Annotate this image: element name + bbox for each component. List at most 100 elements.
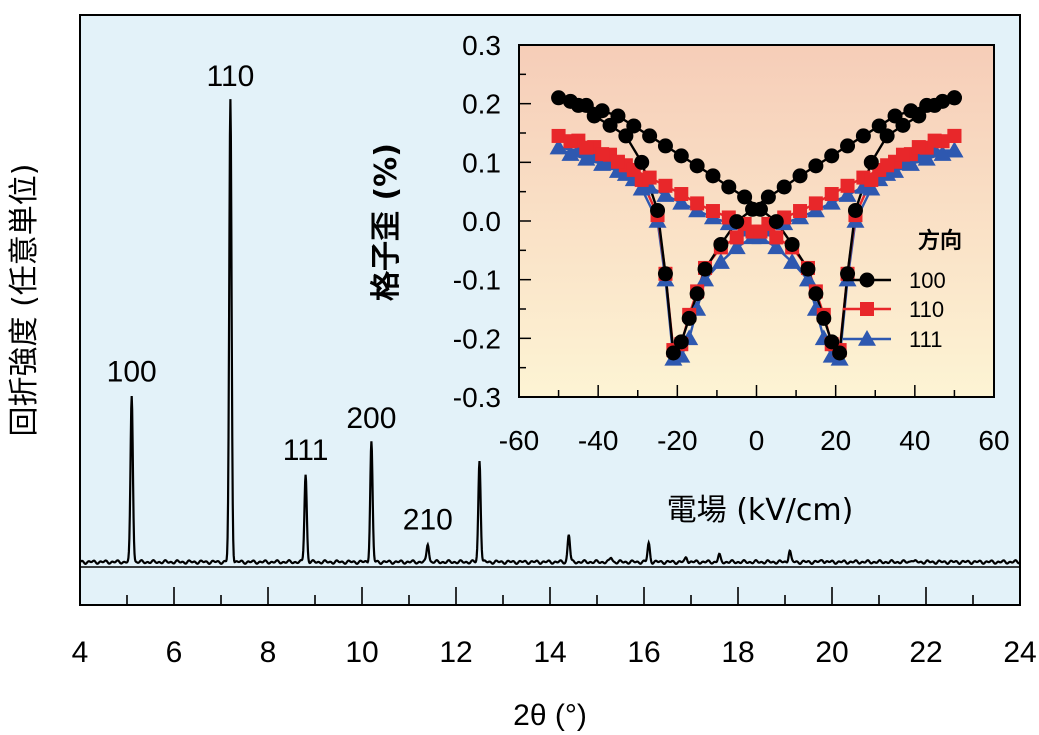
data-point-110 <box>658 178 673 193</box>
data-point-110 <box>808 196 823 211</box>
data-point-100 <box>792 168 808 184</box>
data-point-110 <box>674 187 689 202</box>
legend-marker <box>860 302 874 316</box>
inset-markers <box>549 90 964 366</box>
inset-y-tick-label: 0.2 <box>462 89 501 120</box>
data-point-100 <box>697 261 713 277</box>
inset-y-tick-label: 0.3 <box>462 30 501 61</box>
data-point-110 <box>690 196 705 211</box>
data-point-100 <box>863 154 879 170</box>
data-point-100 <box>729 214 745 230</box>
legend-label: 110 <box>909 297 944 322</box>
inset-y-tick-label: 0.1 <box>462 147 501 178</box>
data-point-110 <box>880 158 895 173</box>
data-point-100 <box>946 90 962 106</box>
data-point-110 <box>705 204 720 219</box>
x-tick-label: 10 <box>345 636 378 669</box>
data-point-100 <box>840 138 856 154</box>
data-point-110 <box>551 128 566 143</box>
data-point-110 <box>642 170 657 185</box>
legend-label: 111 <box>909 327 942 352</box>
inset-y-tick-label: -0.3 <box>453 382 501 413</box>
inset-ticks: -60 -40 -20 0 20 40 60 0.3 0.2 0.1 0.0 -0.1 -0.2 -0.3 <box>453 30 1010 456</box>
data-point-110 <box>610 154 625 169</box>
data-point-100 <box>578 97 594 113</box>
data-point-100 <box>832 345 848 361</box>
data-point-100 <box>824 334 840 350</box>
x-tick-label: 22 <box>909 636 942 669</box>
data-point-100 <box>840 266 856 282</box>
x-tick-label: 6 <box>166 636 183 669</box>
data-point-111 <box>862 179 881 196</box>
inset-x-tick-label: -40 <box>578 425 618 456</box>
data-point-100 <box>879 128 895 144</box>
inset-x-axis-label: 電場 (kV/cm) <box>667 493 854 528</box>
data-point-100 <box>689 158 705 174</box>
data-point-100 <box>847 202 863 218</box>
data-point-100 <box>855 128 871 144</box>
data-point-110 <box>864 172 879 187</box>
data-point-100 <box>562 93 578 109</box>
x-tick-label: 14 <box>533 636 566 669</box>
data-point-110 <box>824 187 839 202</box>
data-point-111 <box>822 193 841 210</box>
data-point-100 <box>673 148 689 164</box>
data-point-111 <box>561 145 580 161</box>
inset-x-tick-label: 20 <box>820 425 851 456</box>
data-point-100 <box>768 214 784 230</box>
data-point-100 <box>673 334 689 350</box>
data-point-110 <box>840 178 855 193</box>
data-point-111 <box>696 270 715 287</box>
data-point-111 <box>727 238 746 255</box>
main-x-ticks: 4 6 8 10 12 14 16 18 20 22 24 <box>72 587 1037 669</box>
main-y-axis-label: 回折強度 (任意単位) <box>7 164 42 437</box>
inset-x-tick-label: -60 <box>499 425 539 456</box>
legend-label: 100 <box>909 268 946 293</box>
x-tick-label: 20 <box>815 636 848 669</box>
inset-y-tick-label: -0.1 <box>453 265 501 296</box>
diffraction-trace <box>80 99 1020 565</box>
data-point-100 <box>760 189 776 205</box>
data-point-110 <box>769 230 784 245</box>
data-point-100 <box>776 179 792 195</box>
inset-y-tick-label: -0.2 <box>453 323 501 354</box>
peak-label: 111 <box>283 434 329 467</box>
inset-x-tick-label: 40 <box>899 425 930 456</box>
data-point-100 <box>657 266 673 282</box>
peak-label: 210 <box>403 504 453 537</box>
legend-title: 方向 <box>918 228 962 254</box>
data-point-100 <box>681 310 697 326</box>
data-point-100 <box>824 148 840 164</box>
data-point-100 <box>927 97 943 113</box>
data-point-100 <box>610 108 626 124</box>
peak-label: 200 <box>346 402 396 435</box>
data-point-100 <box>895 117 911 133</box>
data-point-111 <box>577 149 596 166</box>
data-point-111 <box>593 155 612 171</box>
data-point-111 <box>798 270 817 287</box>
data-point-100 <box>634 154 650 170</box>
data-point-111 <box>640 177 659 194</box>
data-point-111 <box>549 138 568 155</box>
peak-label: 110 <box>206 60 254 93</box>
data-point-100 <box>657 138 673 154</box>
data-point-110 <box>947 128 962 143</box>
legend-marker <box>859 272 875 288</box>
data-point-111 <box>945 141 964 158</box>
data-point-100 <box>800 261 816 277</box>
main-x-axis-label: 2θ (°) <box>513 699 587 732</box>
peak-labels: 100 110 111 200 210 <box>107 60 453 537</box>
data-point-110 <box>927 133 942 148</box>
data-point-100 <box>665 345 681 361</box>
x-tick-label: 18 <box>721 636 754 669</box>
inset-x-tick-label: 60 <box>978 425 1009 456</box>
inset-y-tick-label: 0.0 <box>462 206 501 237</box>
x-tick-label: 4 <box>72 636 89 669</box>
x-tick-label: 24 <box>1003 636 1036 669</box>
inset-x-tick-label: -20 <box>657 425 697 456</box>
data-point-111 <box>656 186 675 202</box>
data-point-110 <box>793 204 808 219</box>
data-point-110 <box>729 230 744 245</box>
data-point-110 <box>911 140 926 155</box>
